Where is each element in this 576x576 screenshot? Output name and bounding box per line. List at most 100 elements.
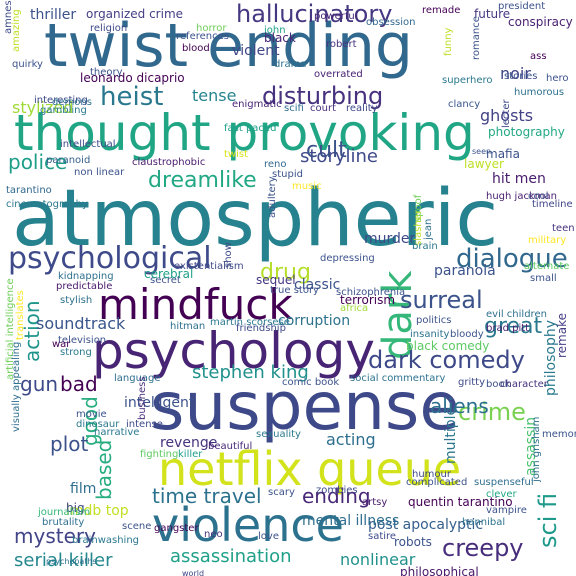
word-lecter: lecter — [501, 99, 512, 128]
word-ass: ass — [530, 51, 547, 62]
word-gangster: gangster — [154, 523, 199, 534]
word-kidnapping: kidnapping — [58, 271, 114, 282]
word-violent: violent — [232, 43, 280, 59]
word-bad: bad — [60, 372, 98, 396]
word-show: show — [223, 242, 234, 268]
word-thought-provoking: thought provoking — [14, 104, 475, 162]
word-multiple: multiple — [443, 406, 459, 464]
word-killer: killer — [178, 449, 203, 460]
word-depressing: depressing — [320, 253, 375, 264]
word-psychological: psychological — [8, 241, 212, 276]
word-romance: romance — [471, 16, 482, 60]
word-lawyer: lawyer — [464, 157, 504, 171]
word-cerebral: cerebral — [144, 267, 194, 281]
word-storyline: storyline — [300, 146, 378, 167]
word-creepy: creepy — [442, 534, 524, 562]
word-movie: movie — [76, 409, 107, 420]
word-secret: secret — [150, 275, 181, 286]
word-soundtrack: soundtrack — [36, 314, 126, 333]
word-dinosaur: dinosaur — [76, 419, 120, 430]
word-police: police — [8, 150, 68, 174]
word-big: big — [66, 501, 85, 515]
word-dreamlike: dreamlike — [148, 168, 257, 193]
word-interesting: interesting — [34, 95, 88, 106]
word-humorous: humorous — [514, 87, 565, 98]
word-stephen-king: stephen king — [192, 362, 309, 383]
word-murder: murder — [364, 231, 416, 247]
word-drug: drug — [260, 260, 311, 285]
word-stupid: stupid — [272, 169, 303, 180]
word-teen: teen — [552, 223, 575, 234]
word-love: love — [258, 531, 279, 542]
word-dark-comedy: dark comedy — [368, 346, 525, 374]
word-psychology: psychology — [92, 322, 375, 380]
word-twist-ending: twist ending — [44, 11, 413, 81]
word-disturbing: disturbing — [262, 82, 384, 110]
word-amazing: amazing — [11, 9, 22, 52]
word-memory: memory — [542, 429, 576, 440]
word-intellectual: intellectual — [60, 139, 116, 150]
word-comic-book: comic book — [282, 377, 340, 388]
word-strong: strong — [60, 347, 92, 358]
word-thriller: thriller — [30, 7, 77, 23]
word-black-comedy: black comedy — [406, 339, 490, 353]
word-surreal: surreal — [400, 286, 483, 314]
word-photography: photography — [488, 125, 565, 139]
word-based: based — [92, 439, 116, 500]
word-suspenseful: suspenseful — [474, 477, 534, 488]
word-vampire: vampire — [486, 505, 527, 516]
word-seen: seen — [472, 147, 492, 156]
word-existentialism: existentialism — [174, 261, 244, 272]
word-scifi: scifi — [284, 103, 304, 114]
word-paranoia: paranoia — [434, 263, 496, 279]
word-neo: neo — [204, 529, 223, 540]
word-overrated: overrated — [314, 69, 363, 80]
word-reno: reno — [264, 159, 287, 170]
word-serial-killer: serial killer — [14, 550, 113, 571]
word-funny: funny — [443, 27, 454, 56]
word-netflix-queue: netflix queue — [158, 442, 462, 496]
word-scene: scene — [122, 521, 152, 532]
word-mindfuck: mindfuck — [98, 280, 293, 329]
word-language: language — [114, 373, 161, 384]
word-jean: jean — [423, 218, 434, 240]
word-journalism: journalism — [38, 507, 91, 518]
word-humour: humour — [412, 469, 451, 480]
word-zombies: zombies — [316, 485, 358, 496]
word-court: court — [310, 103, 336, 114]
word-enigmatic: enigmatic — [232, 99, 282, 110]
word-stories: stories — [504, 71, 538, 82]
word-book: book — [486, 379, 511, 390]
word-sexuality: sexuality — [256, 429, 301, 440]
word-tarantino: tarantino — [6, 185, 52, 196]
word-revenge: revenge — [160, 435, 218, 451]
word-organized-crime: organized crime — [86, 7, 184, 21]
word-paranoid: paranoid — [46, 155, 91, 166]
word-post-apocalyptic: post apocalyptic — [368, 517, 484, 533]
word-horror: horror — [196, 23, 227, 34]
word-war: war — [52, 339, 71, 350]
word-complicated: complicated — [406, 477, 468, 488]
word-cool: cool — [528, 191, 549, 202]
word-timeline: timeline — [532, 199, 573, 210]
word-black: black — [264, 31, 296, 45]
word-remade: remade — [422, 5, 461, 16]
word-philosophical: philosophical — [400, 565, 479, 576]
word-atmospheric: atmospheric — [12, 174, 499, 264]
word-robots: robots — [394, 535, 432, 549]
word-nonlinear: nonlinear — [340, 550, 416, 569]
word-fast-paced: fast paced — [224, 123, 277, 134]
word-alternate: alternate — [524, 261, 570, 272]
word-small: small — [530, 273, 557, 284]
word-brad-pitt: brad pitt — [486, 323, 530, 334]
word-superhero: superhero — [442, 75, 493, 86]
word-hero: hero — [546, 73, 569, 84]
word-brain: brain — [412, 241, 438, 252]
word-drama: drama — [274, 59, 307, 70]
word-twist: twist — [224, 149, 249, 160]
word-schizophrenia: schizophrenia — [336, 287, 406, 298]
word-quentin-tarantino: quentin tarantino — [408, 495, 513, 509]
word-visually-appealing: visually appealing — [11, 341, 22, 432]
word-john: john — [264, 25, 286, 36]
word-cult: cult — [306, 138, 347, 163]
